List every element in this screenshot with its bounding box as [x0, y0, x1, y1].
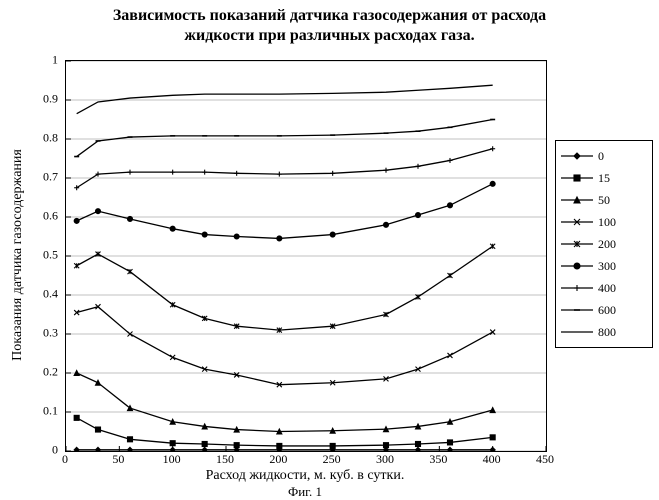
x-tick-label: 250 — [323, 452, 341, 467]
legend-marker-icon — [560, 148, 594, 164]
x-tick-label: 450 — [536, 452, 554, 467]
y-tick-label: 0 — [28, 443, 58, 458]
x-axis-ticks: 050100150200250300350400450 — [65, 452, 545, 468]
legend-item: 200 — [560, 233, 648, 255]
legend-label: 600 — [598, 303, 648, 318]
legend-marker-icon — [560, 192, 594, 208]
x-tick-label: 0 — [62, 452, 68, 467]
y-tick-label: 0.3 — [28, 326, 58, 341]
legend-item: 50 — [560, 189, 648, 211]
legend-item: 800 — [560, 321, 648, 343]
legend-item: 600 — [560, 299, 648, 321]
x-tick-label: 400 — [483, 452, 501, 467]
legend-item: 15 — [560, 167, 648, 189]
x-tick-label: 200 — [269, 452, 287, 467]
legend-item: 300 — [560, 255, 648, 277]
figure: Зависимость показаний датчика газосодерж… — [0, 0, 659, 500]
chart-title: Зависимость показаний датчика газосодерж… — [0, 6, 659, 46]
legend-marker-icon — [560, 302, 594, 318]
legend-label: 200 — [598, 237, 648, 252]
legend-item: 0 — [560, 145, 648, 167]
x-tick-label: 100 — [163, 452, 181, 467]
y-axis-label: Показания датчика газосодержания — [8, 60, 28, 450]
legend-item: 100 — [560, 211, 648, 233]
legend-label: 15 — [598, 171, 648, 186]
y-tick-label: 0.6 — [28, 209, 58, 224]
legend-label: 400 — [598, 281, 648, 296]
y-axis-label-text: Показания датчика газосодержания — [10, 149, 26, 361]
legend-label: 100 — [598, 215, 648, 230]
y-tick-label: 0.7 — [28, 170, 58, 185]
x-axis-label: Расход жидкости, м. куб. в сутки. — [65, 468, 545, 484]
plot-svg — [66, 61, 546, 451]
legend-label: 0 — [598, 149, 648, 164]
y-axis-ticks: 00.10.20.30.40.50.60.70.80.91 — [30, 60, 60, 450]
legend-label: 300 — [598, 259, 648, 274]
y-tick-label: 0.4 — [28, 287, 58, 302]
legend-marker-icon — [560, 170, 594, 186]
chart-title-line2: жидкости при различных расходах газа. — [184, 27, 474, 44]
x-tick-label: 50 — [112, 452, 124, 467]
y-tick-label: 0.5 — [28, 248, 58, 263]
chart-title-line1: Зависимость показаний датчика газосодерж… — [113, 7, 546, 24]
legend-label: 800 — [598, 325, 648, 340]
legend-marker-icon — [560, 258, 594, 274]
y-tick-label: 1 — [28, 53, 58, 68]
legend-marker-icon — [560, 214, 594, 230]
legend-item: 400 — [560, 277, 648, 299]
y-tick-label: 0.2 — [28, 365, 58, 380]
legend-marker-icon — [560, 236, 594, 252]
legend-marker-icon — [560, 324, 594, 340]
x-tick-label: 150 — [216, 452, 234, 467]
x-tick-label: 350 — [429, 452, 447, 467]
plot-area — [65, 60, 547, 452]
y-tick-label: 0.9 — [28, 92, 58, 107]
legend: 0 15 50 100 200 300 400 600 800 — [555, 140, 653, 348]
legend-label: 50 — [598, 193, 648, 208]
legend-marker-icon — [560, 280, 594, 296]
x-tick-label: 300 — [376, 452, 394, 467]
y-tick-label: 0.1 — [28, 404, 58, 419]
figure-caption: Фиг. 1 — [65, 484, 545, 500]
y-tick-label: 0.8 — [28, 131, 58, 146]
